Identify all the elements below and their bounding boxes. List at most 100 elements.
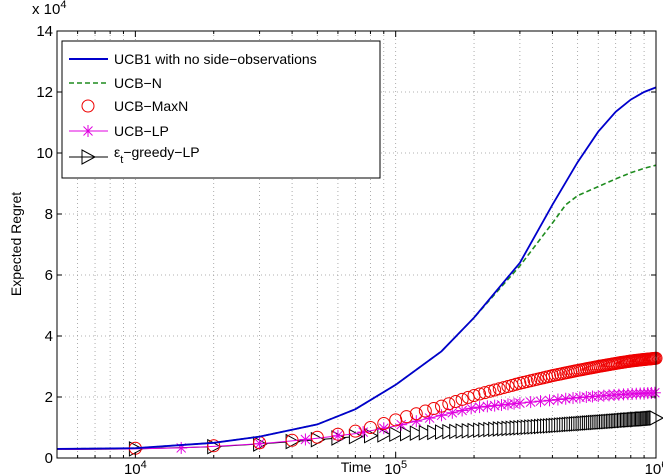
legend-label-ucb-maxn: UCB−MaxN	[114, 98, 188, 114]
asterisk-stroke	[568, 393, 578, 403]
data-point	[495, 398, 508, 411]
asterisk-stroke	[474, 402, 485, 412]
data-point	[389, 426, 404, 443]
legend-marker-ucb-lp	[82, 125, 94, 137]
x-tick-label-exp: 5	[401, 459, 407, 471]
x-tick-label-base: 10	[645, 461, 662, 476]
data-point	[207, 439, 221, 453]
asterisk-stroke	[535, 396, 546, 407]
legend-entry-ucb-maxn: UCB−MaxN	[81, 98, 188, 114]
data-point	[473, 401, 486, 414]
x-tick-label: 106	[645, 459, 663, 476]
asterisk-stroke	[396, 419, 407, 430]
y-tick-label: 6	[45, 267, 53, 284]
asterisk-stroke	[650, 387, 660, 398]
asterisk-stroke	[466, 403, 477, 414]
data-point	[534, 395, 547, 408]
data-point	[483, 384, 497, 398]
asterisk-stroke	[525, 397, 536, 407]
asterisk-stroke	[424, 413, 435, 423]
series-0	[56, 86, 657, 450]
legend-eps-rest: −greedy−LP	[123, 144, 199, 160]
asterisk-stroke	[436, 410, 447, 421]
asterisk-stroke	[560, 393, 571, 404]
series-line	[56, 86, 657, 450]
x-tick-label: 104	[124, 459, 147, 476]
legend-entry-eps-greedy-lp: εt−greedy−LP	[69, 144, 200, 166]
asterisk-stroke	[447, 407, 458, 418]
y-multiplier-exp: 4	[60, 0, 66, 11]
data-point	[524, 396, 537, 409]
legend: UCB1 with no side−observations UCB−N UCB…	[61, 40, 381, 179]
data-point	[449, 395, 463, 409]
data-point	[501, 398, 514, 411]
y-tick-label: 10	[36, 145, 53, 162]
data-point	[299, 433, 312, 446]
asterisk-stroke	[457, 405, 467, 416]
data-point	[427, 424, 442, 441]
asterisk-stroke	[515, 398, 525, 408]
data-point	[513, 397, 526, 410]
asterisk-stroke	[411, 416, 422, 427]
data-point	[410, 415, 423, 428]
asterisk-stroke	[333, 430, 343, 441]
y-axis-label: Expected Regret	[8, 192, 24, 296]
asterisk-stroke	[544, 395, 555, 406]
legend-entry-ucb-n: UCB−N	[69, 75, 162, 91]
data-point	[473, 387, 487, 401]
legend-label-ucb-n: UCB−N	[114, 75, 162, 91]
data-point	[310, 430, 324, 444]
x-axis-label: Time	[341, 459, 372, 475]
data-point	[508, 397, 521, 410]
data-point	[488, 399, 501, 412]
y-tick-label: 8	[45, 206, 53, 223]
data-point	[567, 392, 580, 405]
data-point	[285, 433, 299, 447]
y-multiplier: x 104	[32, 0, 66, 18]
data-point	[543, 394, 556, 407]
y-tick-label: 4	[45, 328, 53, 345]
data-point	[175, 441, 188, 454]
x-tick-label: 105	[384, 459, 407, 476]
x-tick-label-exp: 6	[661, 459, 663, 471]
asterisk-stroke	[575, 392, 585, 403]
data-point	[478, 386, 492, 400]
legend-marker-ucb-maxn	[81, 99, 95, 113]
legend-box	[61, 40, 381, 179]
data-point	[465, 402, 478, 415]
legend-marker-eps-greedy-lp	[81, 149, 97, 165]
data-point	[551, 393, 564, 406]
y-multiplier-base: x 10	[32, 1, 60, 18]
x-tick-label-base: 10	[384, 461, 401, 476]
asterisk-stroke	[482, 401, 493, 412]
data-point	[492, 382, 506, 396]
asterisk-stroke	[503, 399, 513, 410]
asterisk-stroke	[496, 400, 507, 410]
data-point	[442, 397, 456, 411]
x-tick-label-base: 10	[124, 461, 141, 476]
legend-entry-ucb-lp: UCB−LP	[69, 123, 169, 139]
data-point	[435, 399, 449, 413]
data-point	[377, 416, 391, 430]
series-2	[128, 351, 663, 455]
legend-label-ucb-lp: UCB−LP	[114, 123, 169, 139]
data-point	[427, 402, 441, 416]
series-layer	[56, 86, 663, 457]
data-point	[456, 404, 469, 417]
series-3	[56, 386, 661, 454]
asterisk-stroke	[300, 434, 311, 445]
y-tick-label: 2	[45, 389, 53, 406]
data-point	[348, 424, 362, 438]
x-tick-label-exp: 4	[141, 459, 147, 471]
legend-entry-ucb1: UCB1 with no side−observations	[69, 51, 317, 67]
data-point	[331, 429, 344, 442]
data-point	[409, 407, 423, 421]
y-tick-label: 14	[36, 23, 53, 40]
series-4	[56, 410, 663, 457]
asterisk-stroke	[489, 400, 500, 411]
asterisk-stroke	[378, 423, 389, 434]
data-point	[331, 427, 345, 441]
data-point	[400, 425, 415, 442]
data-point	[488, 383, 502, 397]
